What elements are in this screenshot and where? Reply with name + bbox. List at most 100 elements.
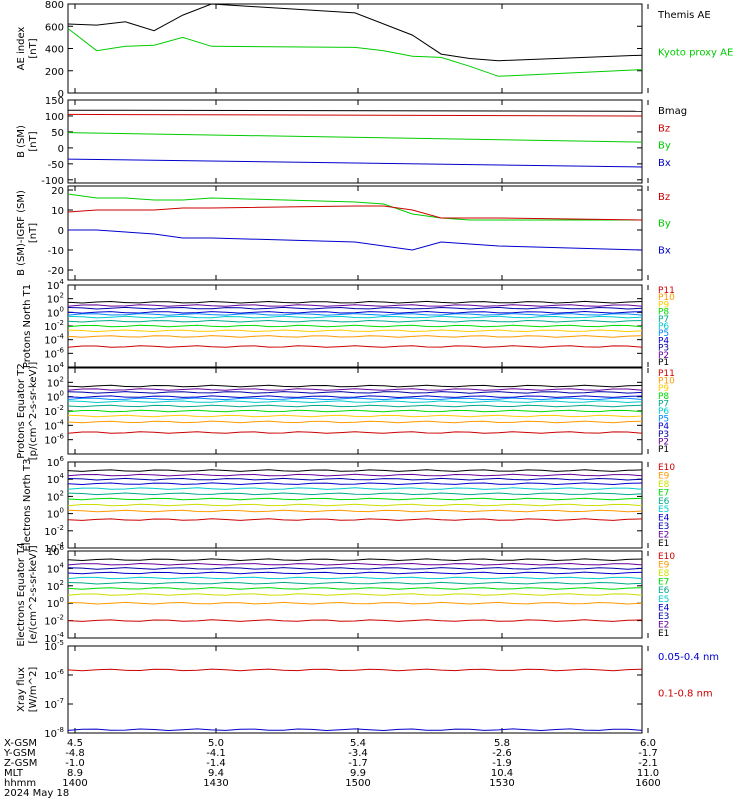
legend-entry: P11 bbox=[658, 286, 675, 296]
y-tick-label: 10-6 bbox=[44, 346, 64, 360]
ephemeris-row-label: Z-GSM bbox=[4, 758, 37, 769]
legend-entry: Themis AE bbox=[657, 10, 711, 21]
legend-entry: Bx bbox=[658, 245, 671, 256]
series-line-p11 bbox=[67, 431, 643, 434]
legend-entry: E7 bbox=[658, 578, 669, 588]
y-tick-label: -20 bbox=[48, 266, 64, 277]
legend-entry: E4 bbox=[658, 603, 670, 613]
legend-entry: E3 bbox=[658, 612, 669, 622]
y-tick-label: 400 bbox=[45, 45, 64, 56]
legend-entry: P5 bbox=[658, 415, 669, 425]
y-tick-label: 0 bbox=[58, 144, 64, 155]
series-line-e10 bbox=[67, 619, 643, 622]
y-tick-label: 50 bbox=[51, 128, 64, 139]
legend-entry: E10 bbox=[658, 552, 675, 562]
series-line-p4 bbox=[67, 395, 643, 399]
y-axis-unit: [W/m^2] bbox=[28, 667, 39, 713]
y-tick-label: 10-2 bbox=[44, 614, 64, 628]
y-axis-label: B (SM)-IGRF (SM) bbox=[16, 190, 27, 276]
y-tick-label: 20 bbox=[51, 186, 64, 197]
y-tick-label: 104 bbox=[47, 361, 65, 375]
legend-entry: P10 bbox=[658, 293, 675, 303]
legend-entry: P11 bbox=[658, 369, 675, 379]
series-line-p6 bbox=[67, 400, 643, 404]
y-tick-label: 0 bbox=[58, 226, 64, 237]
series-line-e5 bbox=[67, 487, 643, 490]
ephemeris-value: 8.9 bbox=[67, 768, 83, 779]
ephemeris-value: 1600 bbox=[635, 778, 660, 789]
y-axis-label: Protons Equator T2 bbox=[16, 363, 27, 459]
legend-entry: P6 bbox=[658, 407, 669, 417]
y-axis-unit: [e/(cm^2-s-sr-keV)] bbox=[28, 545, 39, 643]
legend-entry: Bz bbox=[658, 192, 670, 203]
y-tick-label: 102 bbox=[47, 292, 64, 306]
y-axis-label: Protons North T1 bbox=[22, 284, 33, 368]
y-tick-label: 10-2 bbox=[44, 524, 64, 538]
y-tick-label: 10-2 bbox=[44, 319, 64, 333]
y-axis-label: Xray flux bbox=[16, 667, 27, 712]
y-tick-label: 10 bbox=[51, 206, 64, 217]
panel-frame bbox=[67, 645, 643, 734]
series-line-p8 bbox=[67, 409, 643, 413]
ephemeris-value: 9.9 bbox=[350, 768, 366, 779]
legend-entry: 0.05-0.4 nm bbox=[658, 652, 719, 663]
y-axis-label: Electrons Equator T4 bbox=[16, 542, 27, 646]
series-line-p7 bbox=[67, 319, 643, 323]
ephemeris-value: 10.4 bbox=[491, 768, 513, 779]
series-line-e1 bbox=[67, 469, 643, 472]
ephemeris-value: -1.7 bbox=[348, 758, 368, 769]
legend-entry: P7 bbox=[658, 315, 669, 325]
y-tick-label: 106 bbox=[47, 544, 65, 558]
ephemeris-row-label: Y-GSM bbox=[3, 748, 36, 759]
series-line-e7 bbox=[67, 587, 643, 590]
y-tick-label: -10 bbox=[48, 246, 64, 257]
ephemeris-value: 1500 bbox=[345, 778, 370, 789]
panel-3: 20 10 0 -10 -20 B (SM)-IGRF (SM) [nT] Bz By Bx bbox=[16, 185, 671, 281]
legend-entry: P6 bbox=[658, 322, 669, 332]
series-line-p3 bbox=[67, 306, 643, 310]
series-line-p6 bbox=[67, 315, 643, 319]
y-axis-label: Electrons North T3 bbox=[22, 458, 33, 551]
y-tick-label: 104 bbox=[47, 278, 65, 292]
ephemeris-value: 1430 bbox=[203, 778, 228, 789]
y-tick-label: 100 bbox=[47, 305, 64, 319]
ephemeris-row-label: hhmm bbox=[4, 778, 36, 789]
legend-entry: Bmag bbox=[658, 106, 687, 117]
ephemeris-value: 5.8 bbox=[494, 738, 510, 749]
series-line-bz bbox=[67, 205, 643, 221]
panel-1: 0 200 400 600 800 AE index [nT] Themis AE Kyoto … bbox=[16, 0, 733, 100]
y-tick-label: 10-4 bbox=[44, 418, 64, 432]
series-line-kyoto-proxy-ae bbox=[67, 28, 643, 77]
legend-entry: E1 bbox=[658, 539, 669, 549]
legend-entry: E3 bbox=[658, 522, 669, 532]
legend-entry: E10 bbox=[658, 463, 675, 473]
series-line-bx bbox=[68, 229, 643, 251]
y-axis-label: B (SM) bbox=[16, 125, 27, 158]
y-tick-label: 10-4 bbox=[44, 631, 64, 645]
series-line-e2 bbox=[67, 473, 643, 477]
panel-2: 150 100 50 0 -50 -100 B (SM) [nT] Bmag Bz By Bx bbox=[16, 96, 687, 187]
y-tick-label: 104 bbox=[47, 561, 65, 575]
legend-entry: E4 bbox=[658, 514, 670, 524]
ephemeris-value: -4.1 bbox=[206, 748, 226, 759]
panel-frame bbox=[67, 550, 643, 639]
y-tick-label: 100 bbox=[47, 596, 64, 610]
series-line-e3 bbox=[67, 477, 643, 481]
legend-entry: E8 bbox=[658, 480, 670, 490]
y-tick-label: 10-7 bbox=[44, 697, 64, 711]
ephemeris-value: 5.4 bbox=[350, 738, 366, 749]
legend-entry: P3 bbox=[658, 430, 669, 440]
legend-entry: P1 bbox=[658, 445, 669, 455]
series-line-p4 bbox=[67, 310, 643, 314]
y-tick-label: 106 bbox=[47, 455, 65, 469]
legend-entry: E2 bbox=[658, 531, 669, 541]
y-tick-label: 800 bbox=[45, 0, 64, 11]
ephemeris-value: 1400 bbox=[62, 778, 87, 789]
legend-entry: E5 bbox=[658, 595, 669, 605]
ephemeris-value: 4.5 bbox=[67, 738, 83, 749]
legend-entry: E6 bbox=[658, 586, 670, 596]
series-line-p9 bbox=[67, 414, 643, 418]
ephemeris-row-label: X-GSM bbox=[4, 738, 37, 749]
series-line-bz bbox=[67, 113, 643, 117]
series-line-p8 bbox=[67, 324, 643, 328]
